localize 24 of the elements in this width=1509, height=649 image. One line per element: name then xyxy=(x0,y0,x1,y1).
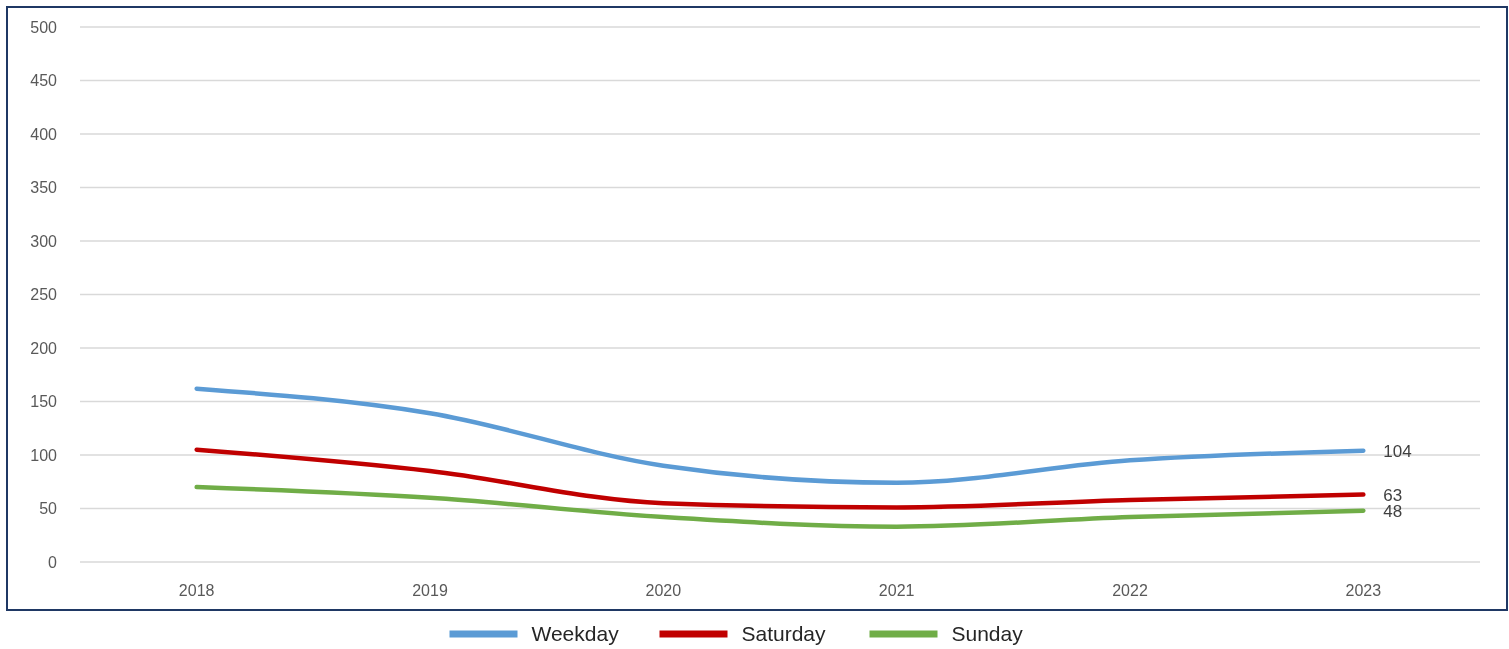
line-series xyxy=(194,386,1366,486)
line-series xyxy=(194,447,1366,510)
legend-label: Sunday xyxy=(951,622,1024,646)
y-tick-label: 0 xyxy=(48,553,58,571)
x-tick-label: 2019 xyxy=(412,582,448,599)
x-tick-label: 2021 xyxy=(878,582,915,599)
y-tick-label: 50 xyxy=(39,500,58,518)
y-tick-label: 200 xyxy=(30,339,58,357)
line-series xyxy=(194,484,1366,529)
x-tick-label: 2018 xyxy=(178,582,215,599)
y-tick-label: 500 xyxy=(30,18,58,36)
y-tick-label: 100 xyxy=(30,446,58,464)
y-tick-label: 250 xyxy=(30,286,58,304)
legend-label: Weekday xyxy=(531,622,620,646)
x-tick-label: 2022 xyxy=(1112,582,1148,599)
y-tick-label: 300 xyxy=(30,232,58,250)
data-label: 104 xyxy=(1383,441,1412,461)
y-tick-label: 450 xyxy=(30,72,58,90)
x-tick-label: 2020 xyxy=(645,582,682,599)
legend-label: Saturday xyxy=(741,622,827,646)
x-tick-label: 2023 xyxy=(1345,582,1382,599)
y-tick-label: 400 xyxy=(30,125,58,143)
y-tick-label: 350 xyxy=(30,179,58,197)
y-tick-label: 150 xyxy=(30,393,58,411)
